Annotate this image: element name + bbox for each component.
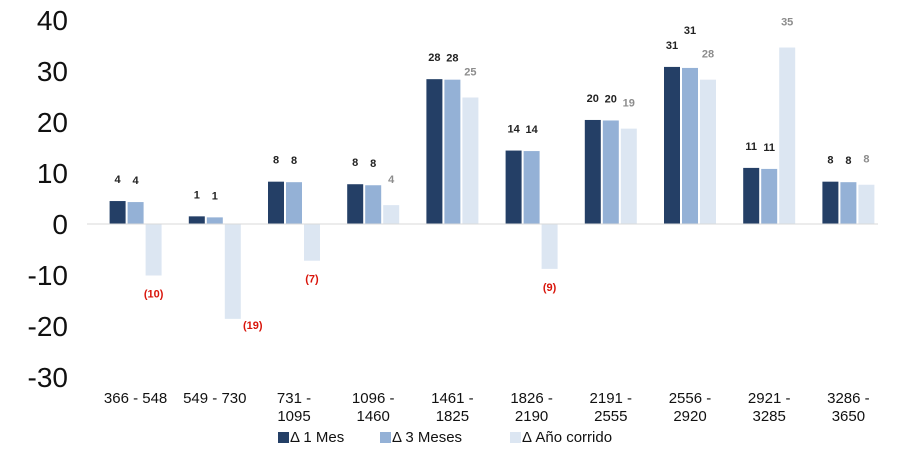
data-label-2-8: 31 <box>684 25 696 37</box>
legend-label-2: Δ 3 Meses <box>392 429 462 446</box>
data-label-3-9: 35 <box>781 17 793 29</box>
bar-1-3 <box>268 181 284 224</box>
data-label-1-2: 1 <box>194 189 200 201</box>
bar-1-6 <box>505 150 522 224</box>
y-tick-label: 10 <box>37 158 68 189</box>
data-label-2-7: 20 <box>605 93 617 105</box>
x-tick-label: 1825 <box>436 408 469 425</box>
bar-2-10 <box>840 182 857 224</box>
data-label-1-9: 11 <box>745 141 757 153</box>
data-label-3-7: 19 <box>623 98 635 110</box>
data-label-2-2: 1 <box>212 190 218 202</box>
y-tick-label: 40 <box>37 5 68 36</box>
x-tick-label: 1460 <box>357 408 390 425</box>
bar-3-8 <box>700 79 716 224</box>
bar-3-6 <box>541 224 558 269</box>
data-label-2-6: 14 <box>525 124 538 136</box>
bar-3-4 <box>383 205 400 224</box>
x-tick-label: 2191 - <box>590 390 633 407</box>
legend-swatch-1 <box>278 432 289 443</box>
bar-2-9 <box>761 168 778 224</box>
bar-1-9 <box>743 167 760 224</box>
x-tick-label: 2921 - <box>748 390 791 407</box>
x-tick-label: 1461 - <box>431 390 474 407</box>
bar-3-3 <box>304 224 320 261</box>
bar-1-7 <box>584 119 601 224</box>
bar-3-9 <box>779 47 796 224</box>
data-label-1-8: 31 <box>666 40 678 52</box>
data-label-1-4: 8 <box>352 157 358 169</box>
legend: Δ 1 Mes Δ 3 Meses Δ Año corrido <box>278 429 612 446</box>
bar-2-8 <box>682 67 698 224</box>
y-tick-label: -10 <box>28 260 68 291</box>
x-tick-label: 3286 - <box>827 390 870 407</box>
data-label-1-5: 28 <box>428 52 440 64</box>
y-tick-label: -20 <box>28 311 68 342</box>
data-label-3-4: 4 <box>388 174 395 186</box>
data-label-1-6: 14 <box>507 124 520 136</box>
x-axis: 366 - 548 549 - 730 731 -1095 1096 -1460 146… <box>104 390 870 425</box>
y-tick-label: 20 <box>37 107 68 138</box>
data-label-2-5: 28 <box>446 53 458 65</box>
y-tick-label: -30 <box>28 362 68 393</box>
x-tick-label: 731 - <box>277 390 311 407</box>
bar-3-2 <box>224 224 241 319</box>
x-tick-label: 366 - 548 <box>104 390 167 407</box>
bar-1-8 <box>664 66 680 224</box>
data-label-3-10: 8 <box>863 154 869 166</box>
x-tick-label: 1096 - <box>352 390 395 407</box>
data-label-3-3: (7) <box>305 274 319 286</box>
x-tick-label: 2920 <box>673 408 706 425</box>
data-label-2-10: 8 <box>845 155 851 167</box>
data-label-1-10: 8 <box>827 155 833 167</box>
data-label-3-1: (10) <box>144 289 164 301</box>
bar-3-5 <box>462 97 479 224</box>
bar-1-1 <box>109 201 126 224</box>
x-tick-label: 1826 - <box>510 390 553 407</box>
legend-swatch-3 <box>510 432 521 443</box>
x-tick-label: 549 - 730 <box>183 390 246 407</box>
x-tick-label: 1095 <box>277 408 310 425</box>
y-tick-label: 0 <box>52 209 68 240</box>
x-tick-label: 3650 <box>832 408 865 425</box>
legend-label-1: Δ 1 Mes <box>290 429 344 446</box>
x-tick-label: 2190 <box>515 408 548 425</box>
data-label-2-1: 4 <box>133 175 140 187</box>
bar-3-10 <box>858 184 875 224</box>
bar-2-4 <box>365 185 382 224</box>
x-tick-label: 2556 - <box>669 390 712 407</box>
data-label-3-6: (9) <box>543 282 557 294</box>
bars-layer <box>109 47 875 319</box>
x-tick-label: 3285 <box>753 408 786 425</box>
bar-2-5 <box>444 79 461 224</box>
legend-swatch-2 <box>380 432 391 443</box>
bar-1-2 <box>188 216 205 224</box>
bar-3-1 <box>145 224 162 276</box>
data-label-2-9: 11 <box>763 142 775 154</box>
bar-2-6 <box>523 151 540 224</box>
bar-2-1 <box>127 202 144 224</box>
bar-2-7 <box>602 120 619 224</box>
bar-1-4 <box>347 184 364 224</box>
data-label-1-3: 8 <box>273 155 279 167</box>
data-label-2-3: 8 <box>291 155 297 167</box>
legend-label-3: Δ Año corrido <box>522 429 612 446</box>
bar-2-3 <box>286 182 302 224</box>
data-label-3-8: 28 <box>702 49 714 61</box>
bar-1-10 <box>822 181 839 224</box>
data-label-1-7: 20 <box>587 93 599 105</box>
data-label-2-4: 8 <box>370 158 376 170</box>
data-label-3-2: (19) <box>243 320 263 332</box>
y-tick-label: 30 <box>37 56 68 87</box>
data-label-1-1: 4 <box>115 174 122 186</box>
x-tick-label: 2555 <box>594 408 627 425</box>
bar-1-5 <box>426 79 443 224</box>
bar-2-2 <box>206 217 223 224</box>
data-label-3-5: 25 <box>464 67 476 79</box>
bar-3-7 <box>620 128 637 224</box>
y-axis: 40 30 20 10 0 -10 -20 -30 <box>28 5 68 393</box>
